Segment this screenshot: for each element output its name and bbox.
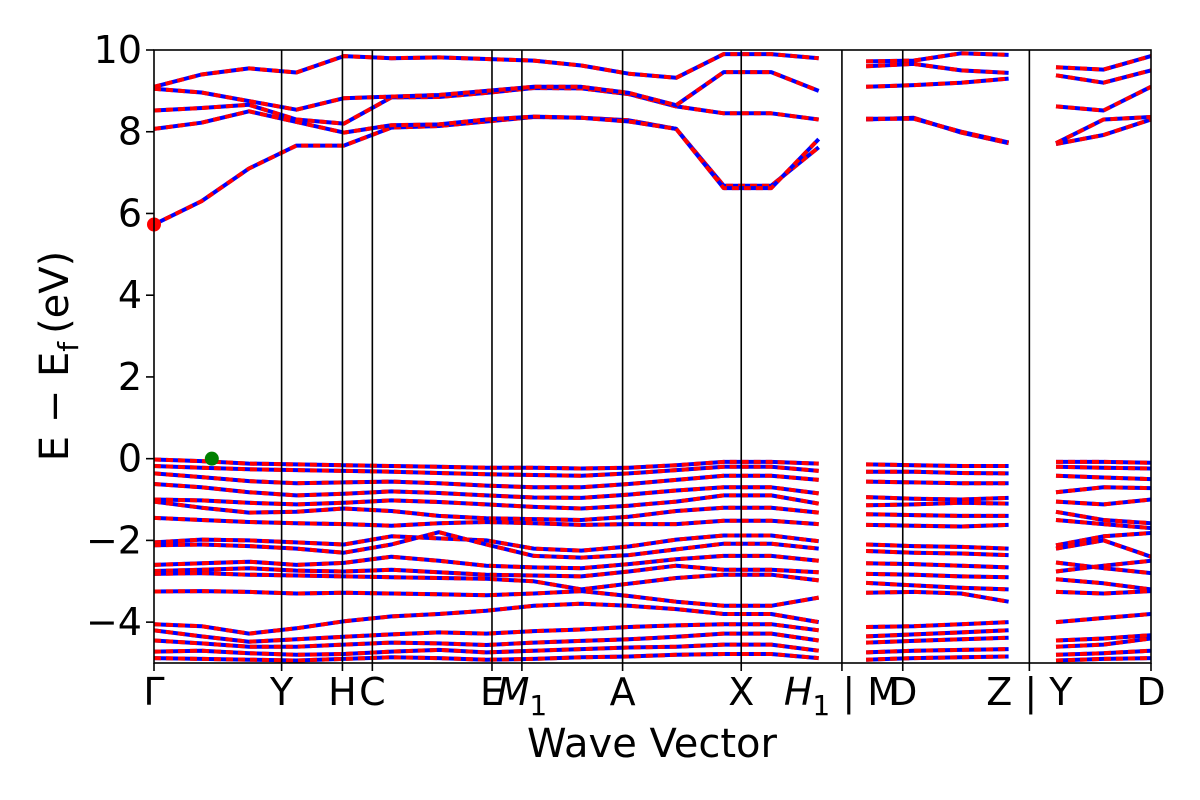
bands-layer <box>154 51 1151 663</box>
x-tick-label: C <box>359 670 386 714</box>
y-axis: −4 −2 0 2 4 6 8 10 <box>86 28 154 644</box>
band-line-spin-down <box>154 631 1151 649</box>
x-tick-label: A <box>610 670 636 714</box>
x-tick-label: E <box>480 670 504 714</box>
y-tick-label: 10 <box>94 28 142 72</box>
band-line-spin-down <box>154 457 1151 471</box>
band-line-spin-down <box>154 464 1151 478</box>
y-tick-label: 6 <box>118 191 142 235</box>
y-axis-title-main: E − E <box>32 352 78 462</box>
x-tick-label: H1 | M <box>784 670 900 722</box>
band-line-spin-down <box>154 601 1151 636</box>
band-line-spin-down <box>154 61 1151 112</box>
kpath-gridlines <box>280 50 1031 663</box>
band-line-spin-down <box>154 493 1151 511</box>
x-axis-title: Wave Vector <box>527 721 778 767</box>
plot-frame <box>153 49 1152 664</box>
y-tick-label: −2 <box>86 518 142 562</box>
x-tick-label: Y <box>269 670 294 714</box>
y-tick-label: 4 <box>118 273 142 317</box>
band-line-spin-down <box>154 471 1151 490</box>
x-tick-label: D <box>888 670 917 714</box>
band-line-spin-down <box>154 642 1151 657</box>
x-tick-label: X <box>728 670 754 714</box>
x-tick-label: Z | Y <box>986 670 1073 715</box>
x-tick-label: Γ <box>143 670 164 714</box>
band-line-spin-down <box>154 652 1151 663</box>
band-line-spin-down <box>154 482 1151 502</box>
y-tick-label: 8 <box>118 110 142 154</box>
plot-area <box>147 49 1152 664</box>
y-tick-label: −4 <box>86 600 142 644</box>
band-line-spin-down <box>154 515 1151 531</box>
band-line-spin-down <box>154 109 1151 191</box>
y-axis-title-subscript: f <box>52 341 85 352</box>
y-tick-label: 2 <box>118 355 142 399</box>
y-axis-title: E − Ef (eV) <box>32 251 85 462</box>
x-tick-label: M1 <box>497 670 548 722</box>
band-line-spin-down <box>154 51 1151 89</box>
band-line-spin-down <box>154 589 1151 608</box>
x-tick-label: H <box>328 670 357 714</box>
band-line-spin-down <box>154 553 1151 576</box>
band-line-spin-down <box>154 571 1151 592</box>
y-tick-label: 0 <box>118 437 142 481</box>
band-line-spin-down <box>154 499 1151 526</box>
band-edge-marker <box>204 451 219 466</box>
band-line-spin-down <box>154 530 1151 560</box>
band-line-spin-down <box>154 531 1151 553</box>
x-tick-label: D <box>1136 670 1165 714</box>
y-axis-title-unit: (eV) <box>32 251 78 334</box>
band-line-spin-down <box>154 622 1151 644</box>
band-line-spin-down <box>154 558 1151 580</box>
